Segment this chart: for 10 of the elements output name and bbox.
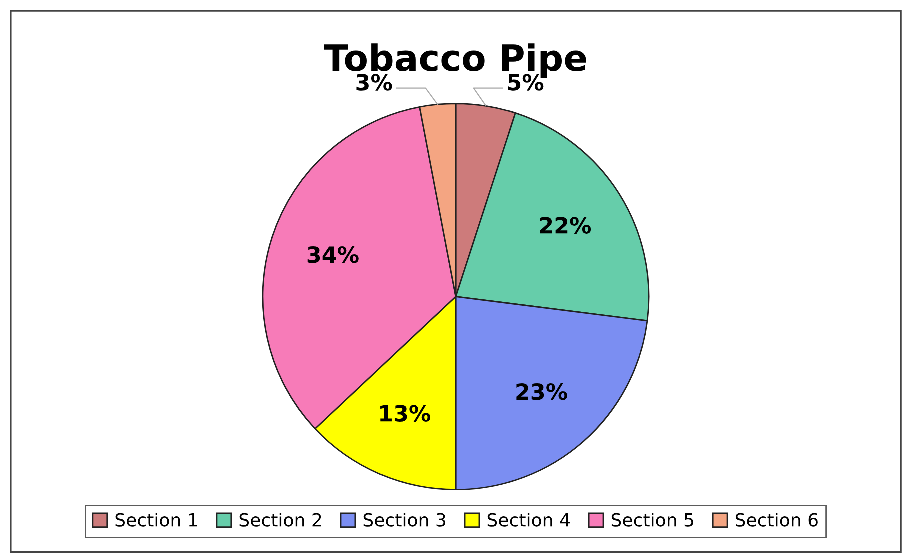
data-label: 13% xyxy=(380,405,431,422)
legend-label: Section 1 xyxy=(116,512,198,527)
legend-label: Section 5 xyxy=(612,512,694,527)
legend-label: Section 3 xyxy=(364,512,446,527)
legend-label: Section 2 xyxy=(240,512,322,527)
data-label: 34% xyxy=(308,246,359,264)
legend-label: Section 6 xyxy=(736,512,818,527)
data-label: 22% xyxy=(540,217,592,234)
legend-label: Section 4 xyxy=(488,512,570,527)
data-label: 23% xyxy=(516,383,568,400)
